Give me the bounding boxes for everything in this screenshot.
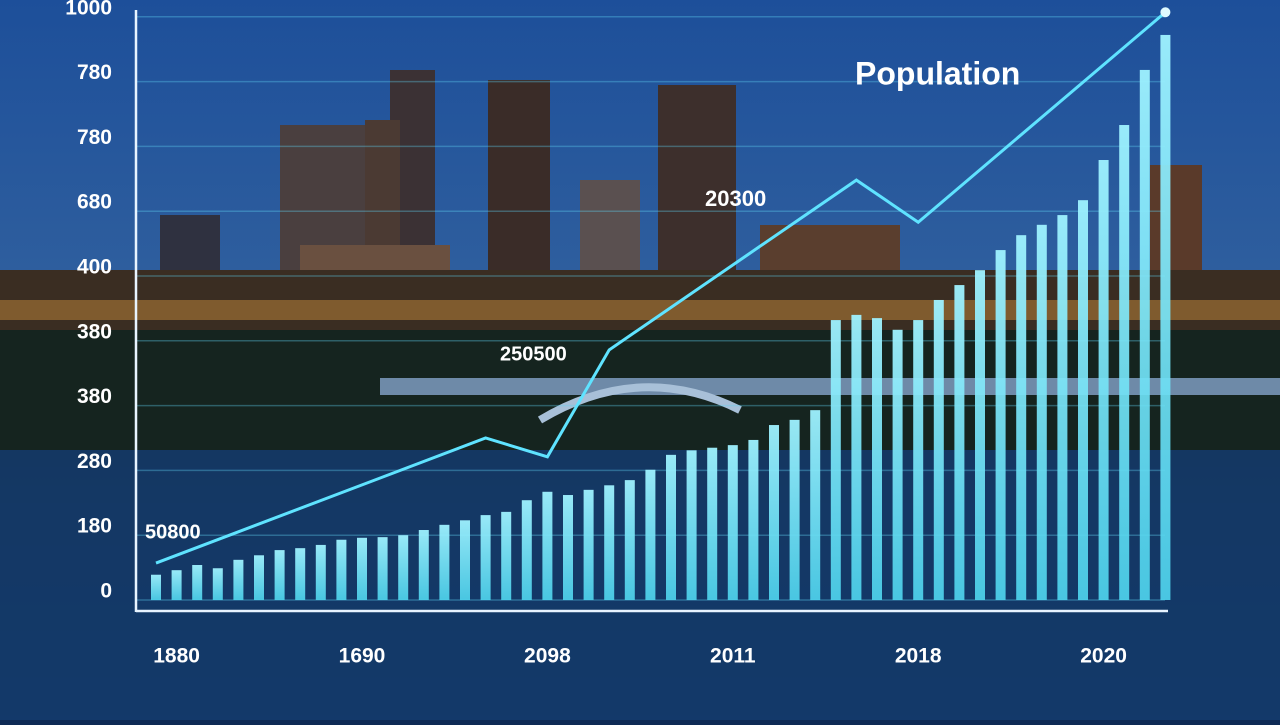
y-tick-label: 380 <box>77 320 112 343</box>
y-tick-label: 780 <box>77 126 112 149</box>
bar <box>1160 34 1171 601</box>
bar <box>1078 200 1088 600</box>
bar <box>274 550 285 600</box>
bar <box>480 515 491 600</box>
bar <box>171 570 182 600</box>
bar <box>666 454 676 600</box>
x-tick-label: 2098 <box>524 645 571 668</box>
bar <box>913 320 924 600</box>
annotation: 50800 <box>145 521 201 543</box>
bar <box>748 439 759 600</box>
x-tick-label: 1880 <box>153 645 200 668</box>
bar <box>769 425 779 600</box>
chart-title: Population <box>855 55 1020 91</box>
x-tick-label: 2020 <box>1080 645 1127 668</box>
y-tick-label: 0 <box>100 580 112 603</box>
bar <box>954 285 965 600</box>
x-tick-label: 2018 <box>895 645 942 668</box>
x-tick-label: 1690 <box>339 645 386 668</box>
bar <box>1119 125 1130 601</box>
bar <box>151 574 161 600</box>
bar <box>1098 160 1109 600</box>
bar <box>233 559 244 600</box>
bar <box>192 565 203 600</box>
y-tick-label: 280 <box>77 450 112 473</box>
bar <box>563 495 573 600</box>
bar <box>336 539 347 600</box>
bar <box>624 480 635 600</box>
annotation: 250500 <box>500 343 567 365</box>
bar <box>707 447 718 600</box>
bar <box>851 314 862 600</box>
y-tick-label: 400 <box>77 256 112 279</box>
y-tick-label: 380 <box>77 385 112 408</box>
bar <box>933 299 944 600</box>
bar <box>1139 69 1150 601</box>
bar <box>521 500 532 600</box>
bar <box>501 511 512 600</box>
bar <box>439 524 450 600</box>
y-tick-label: 180 <box>77 515 112 538</box>
bar <box>377 537 388 600</box>
bar <box>645 469 656 600</box>
bar <box>872 318 882 600</box>
bar <box>830 320 841 600</box>
bar <box>357 537 367 600</box>
bar <box>1016 235 1027 600</box>
bar <box>418 530 429 600</box>
y-tick-label: 780 <box>77 61 112 84</box>
bar <box>810 410 821 600</box>
bar <box>1057 215 1068 600</box>
bar <box>212 568 223 600</box>
y-tick-label: 1000 <box>65 0 112 19</box>
annotation: 20300 <box>705 186 766 211</box>
bar <box>583 489 594 600</box>
bar <box>604 485 615 600</box>
bar <box>1036 224 1047 601</box>
y-tick-label: 680 <box>77 191 112 214</box>
bar <box>315 544 326 600</box>
bar <box>975 270 985 600</box>
bar <box>542 491 553 600</box>
bar <box>727 445 738 600</box>
bar <box>460 520 470 600</box>
bar <box>789 419 800 600</box>
x-tick-label: 2011 <box>710 645 756 668</box>
line <box>155 11 1167 565</box>
bar <box>686 450 697 600</box>
bar <box>254 555 264 600</box>
bar <box>295 548 306 600</box>
line-end <box>1160 7 1171 18</box>
bar <box>398 535 409 600</box>
bar <box>892 329 903 600</box>
bar <box>995 250 1006 600</box>
